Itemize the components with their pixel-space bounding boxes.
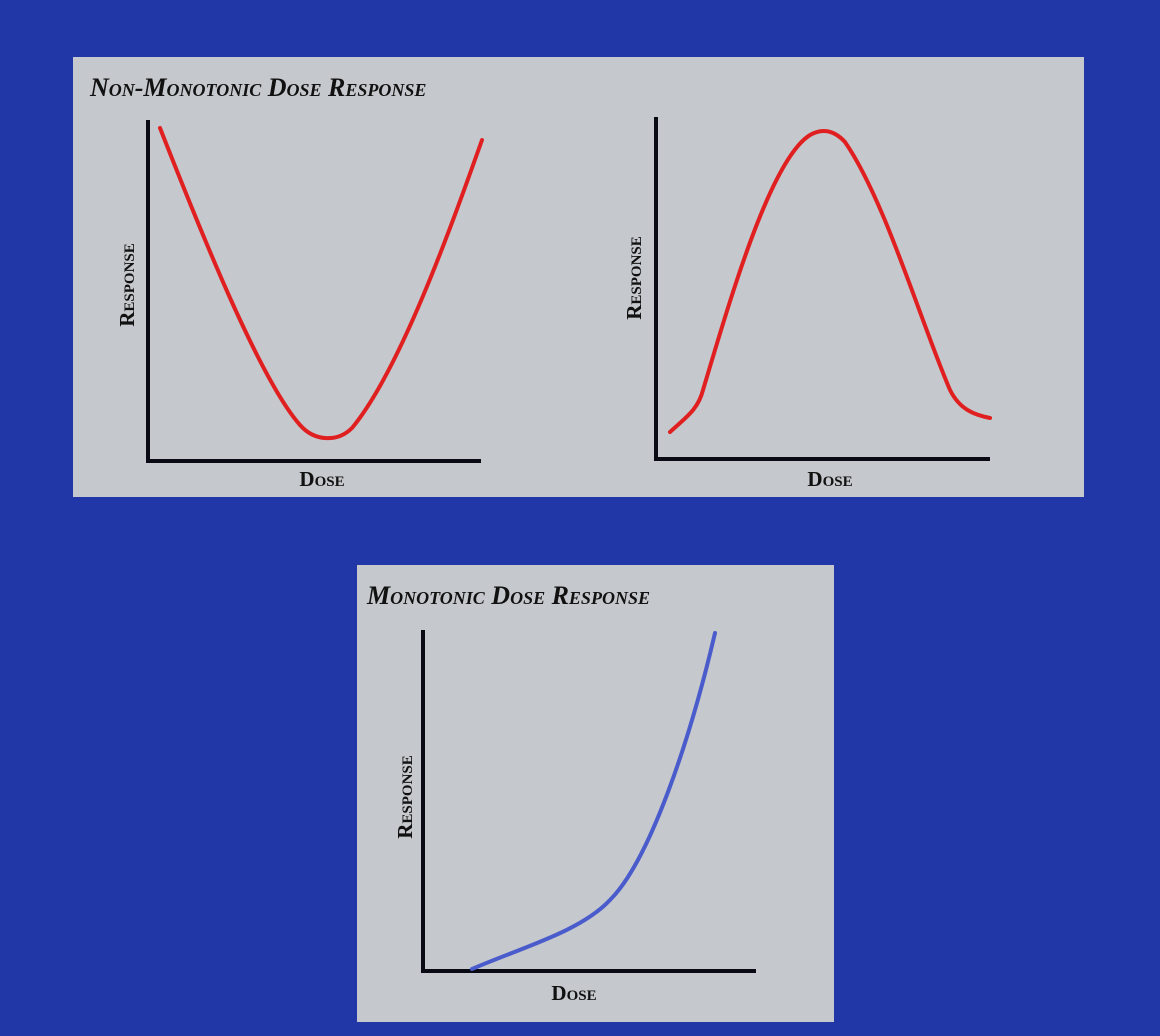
x-axis-label: Dose: [551, 981, 596, 1005]
panel-title: Monotonic Dose Response: [366, 581, 650, 610]
axes: [421, 630, 756, 973]
x-axis-label: Dose: [807, 467, 852, 491]
y-axis-label: Response: [393, 755, 417, 839]
axes: [654, 117, 990, 461]
top-panel: [73, 57, 1084, 497]
panel-title: Non-Monotonic Dose Response: [89, 73, 426, 102]
x-axis-label: Dose: [299, 467, 344, 491]
curve: [668, 128, 992, 434]
axes: [146, 120, 481, 463]
curve: [158, 126, 484, 441]
bottom-panel: [357, 565, 834, 1022]
curve: [470, 631, 717, 971]
y-axis-label: Response: [622, 236, 646, 320]
y-axis-label: Response: [115, 243, 139, 327]
